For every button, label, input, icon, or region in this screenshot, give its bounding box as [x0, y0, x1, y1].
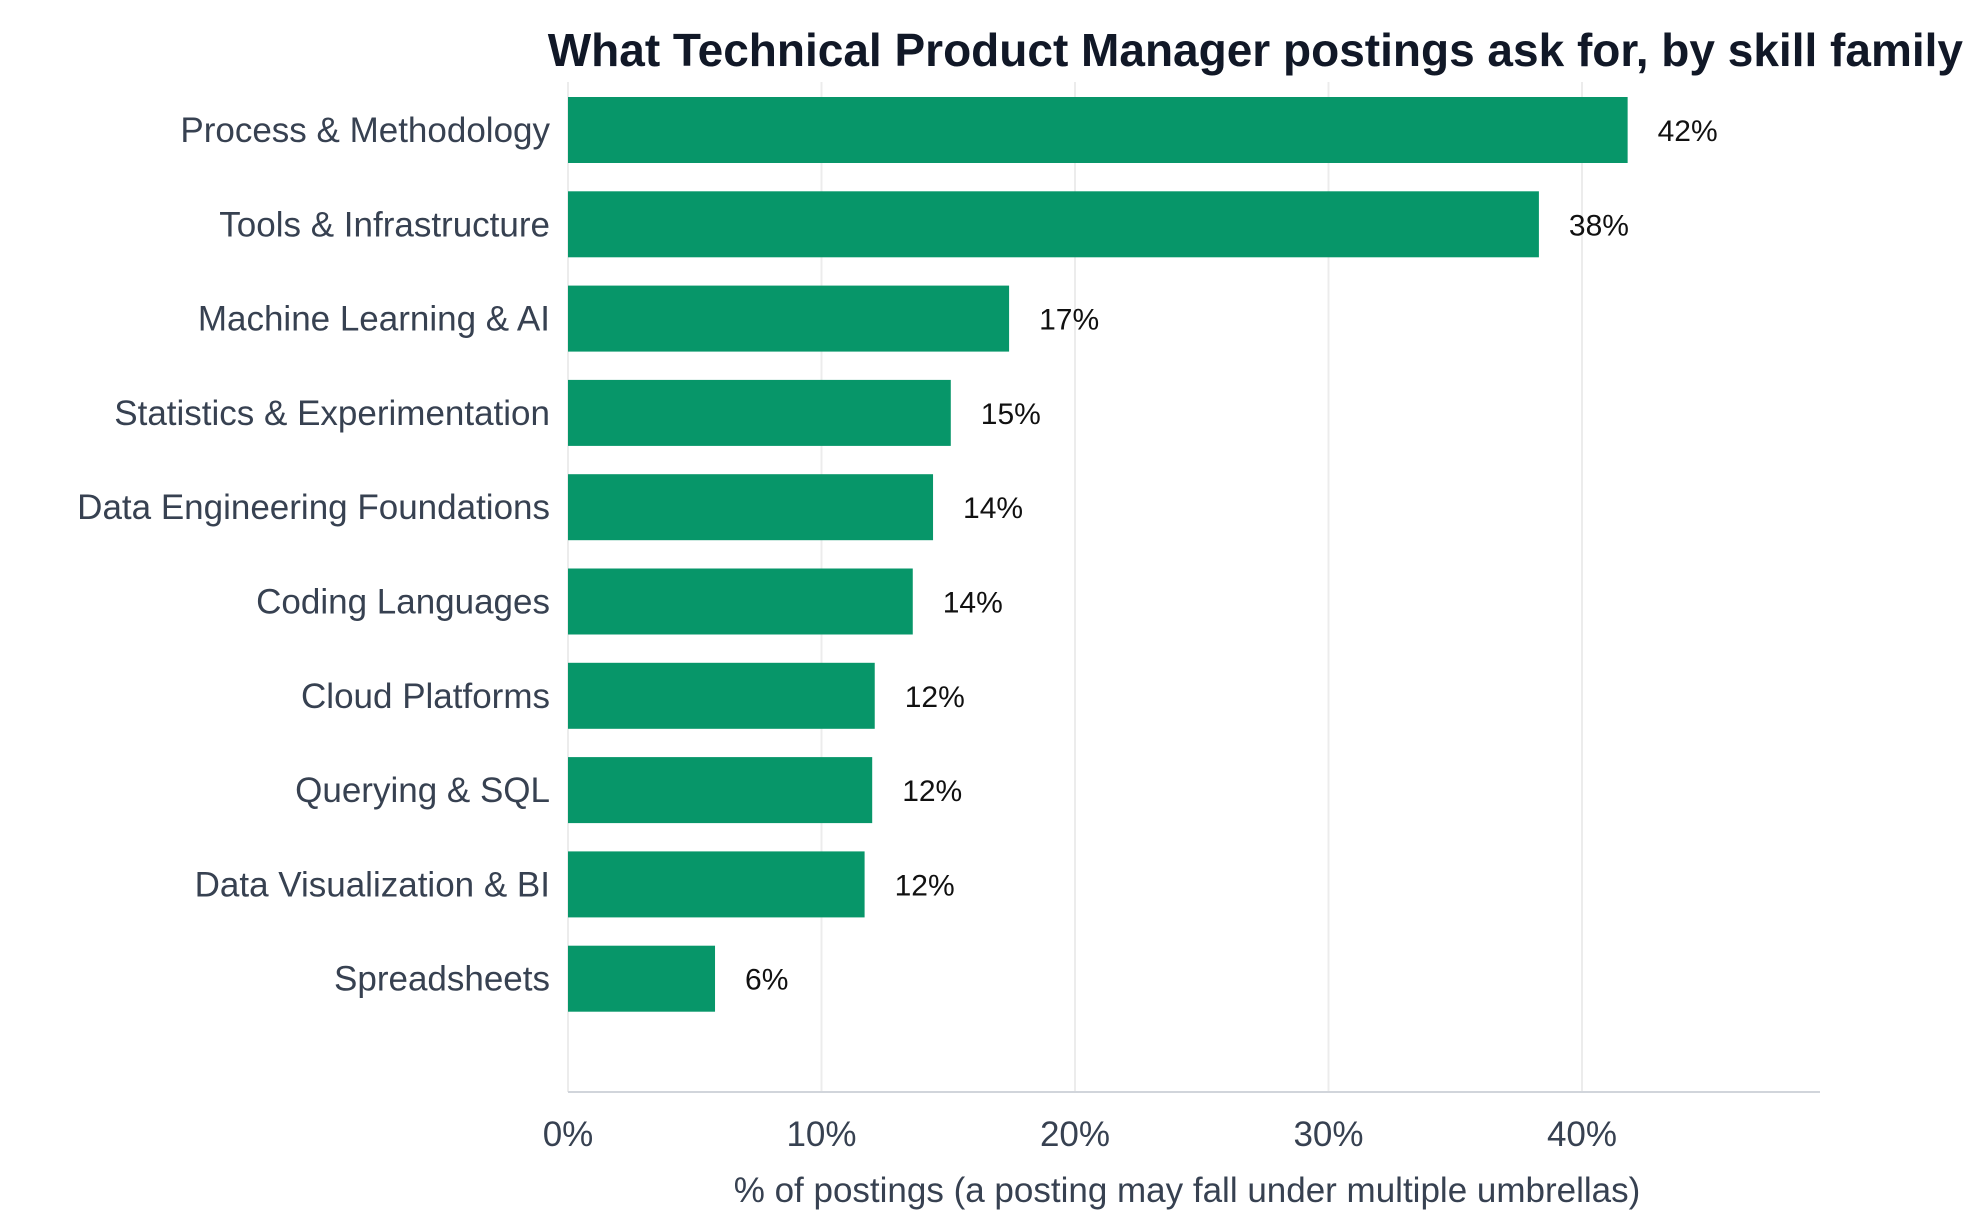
- category-label: Coding Languages: [256, 583, 550, 622]
- category-label: Statistics & Experimentation: [114, 394, 550, 433]
- category-label: Data Visualization & BI: [195, 865, 550, 904]
- bar: [568, 191, 1539, 258]
- x-tick-label: 10%: [786, 1115, 856, 1154]
- data-label: 15%: [981, 398, 1041, 431]
- x-tick-label: 40%: [1547, 1115, 1617, 1154]
- category-label: Spreadsheets: [334, 960, 550, 999]
- data-label: 14%: [963, 492, 1023, 525]
- data-label: 38%: [1569, 209, 1629, 242]
- data-label: 12%: [902, 775, 962, 808]
- bar: [568, 757, 873, 824]
- x-axis-title: % of postings (a posting may fall under …: [734, 1171, 1641, 1210]
- bar: [568, 97, 1628, 163]
- value-labels: 42% 38% 17% 15% 14% 14% 12% 12% 12% 6%: [745, 115, 1718, 997]
- x-axis: 0% 10% 20% 30% 40%: [543, 1091, 1820, 1154]
- category-label: Machine Learning & AI: [198, 300, 550, 339]
- category-label: Tools & Infrastructure: [219, 205, 550, 244]
- category-label: Process & Methodology: [180, 111, 550, 150]
- bar: [568, 945, 716, 1012]
- data-label: 42%: [1658, 115, 1718, 148]
- bar: [568, 851, 865, 918]
- chart-title: What Technical Product Manager postings …: [548, 24, 1964, 76]
- category-label: Querying & SQL: [295, 771, 550, 810]
- data-label: 12%: [895, 869, 955, 902]
- bar: [568, 285, 1010, 352]
- x-tick-label: 20%: [1040, 1115, 1110, 1154]
- bars: [568, 97, 1628, 1012]
- bar: [568, 568, 913, 635]
- data-label: 6%: [745, 964, 788, 997]
- data-label: 12%: [905, 681, 965, 714]
- x-tick-label: 0%: [543, 1115, 594, 1154]
- bar: [568, 662, 875, 729]
- category-label: Cloud Platforms: [301, 677, 550, 716]
- category-label: Data Engineering Foundations: [77, 488, 550, 527]
- data-label: 17%: [1039, 304, 1099, 337]
- category-labels: Process & Methodology Tools & Infrastruct…: [77, 111, 550, 999]
- x-tick-label: 30%: [1293, 1115, 1363, 1154]
- bar: [568, 379, 951, 446]
- data-label: 14%: [943, 587, 1003, 620]
- bar: [568, 474, 934, 541]
